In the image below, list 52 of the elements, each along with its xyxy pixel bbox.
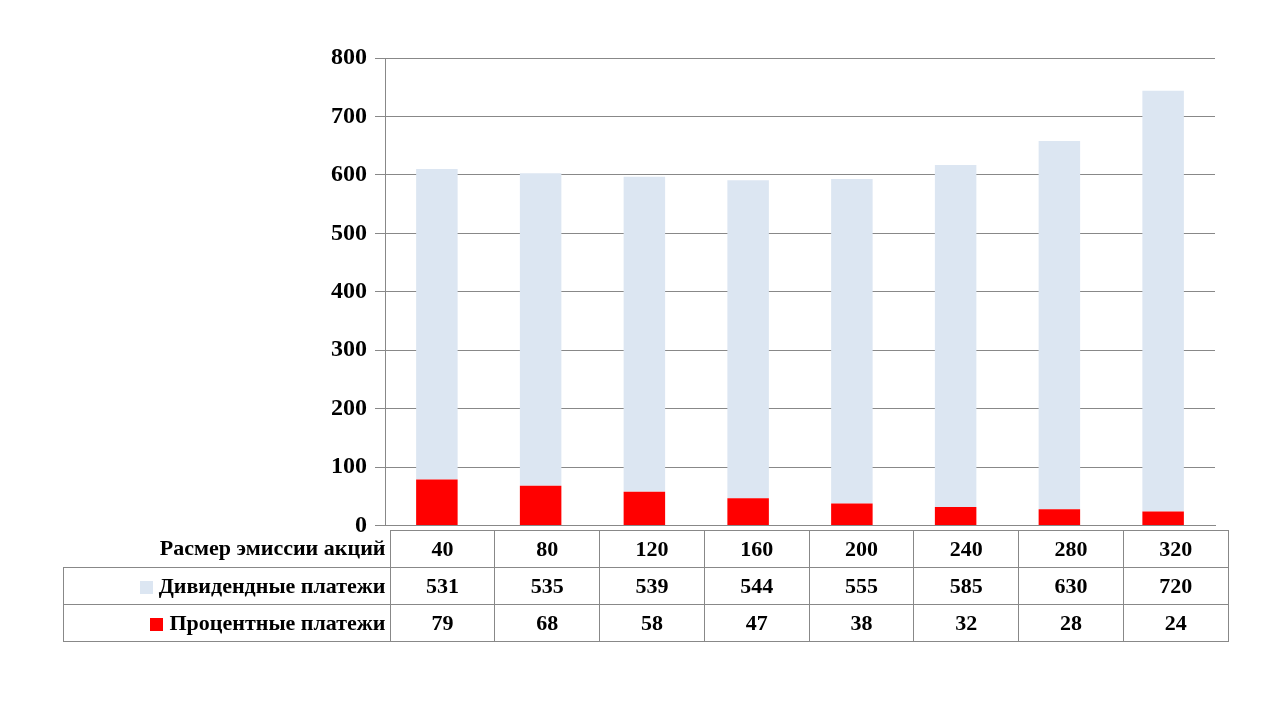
data-label: 531 bbox=[390, 567, 495, 605]
data-label: 58 bbox=[599, 604, 705, 642]
bar bbox=[934, 506, 977, 526]
data-label: 68 bbox=[494, 604, 600, 642]
data-label: 32 bbox=[913, 604, 1019, 642]
x-tick-label: 40 bbox=[390, 530, 495, 568]
data-label: 47 bbox=[704, 604, 809, 642]
bar bbox=[623, 491, 666, 526]
y-tick-label: 400 bbox=[331, 277, 367, 303]
data-label: 38 bbox=[809, 604, 914, 642]
data-label: 630 bbox=[1018, 567, 1124, 605]
y-tick-label: 0 bbox=[355, 510, 367, 537]
bar bbox=[727, 498, 769, 526]
x-tick-label: 280 bbox=[1018, 530, 1124, 568]
data-label: 720 bbox=[1123, 567, 1228, 605]
x-tick-label: 120 bbox=[599, 530, 705, 568]
bar bbox=[831, 178, 873, 504]
data-label: 544 bbox=[704, 567, 809, 605]
x-tick-label: 200 bbox=[809, 530, 914, 568]
y-tick-label: 200 bbox=[331, 393, 367, 420]
bar bbox=[727, 180, 769, 499]
x-axis-title: Расмер эмиссии акций bbox=[158, 534, 387, 563]
legend-label: Процентные платежи bbox=[63, 604, 390, 642]
data-label: 555 bbox=[809, 567, 914, 605]
y-tick-label: 500 bbox=[331, 218, 367, 245]
bar bbox=[831, 503, 873, 526]
y-tick-label: 300 bbox=[331, 335, 367, 362]
bar bbox=[416, 169, 458, 480]
data-label: 539 bbox=[599, 567, 705, 605]
data-label: 585 bbox=[913, 567, 1019, 605]
bar bbox=[416, 479, 458, 526]
legend-label: Дивидендные платежи bbox=[63, 567, 390, 605]
bar bbox=[623, 176, 666, 492]
bar bbox=[519, 173, 562, 486]
x-tick-label: 320 bbox=[1123, 530, 1228, 568]
x-tick-label: 240 bbox=[913, 530, 1019, 568]
data-label: 79 bbox=[390, 604, 495, 642]
bar bbox=[1142, 511, 1184, 526]
x-tick-label: 80 bbox=[494, 530, 600, 568]
y-tick-label: 600 bbox=[331, 160, 367, 187]
bar bbox=[1038, 509, 1081, 526]
y-tick-label: 800 bbox=[331, 43, 367, 70]
bar bbox=[519, 485, 562, 526]
y-tick-label: 100 bbox=[331, 452, 367, 479]
data-label: 24 bbox=[1123, 604, 1228, 642]
bar bbox=[934, 164, 977, 507]
bar bbox=[1142, 90, 1184, 512]
bar bbox=[1038, 141, 1081, 510]
data-label: 535 bbox=[494, 567, 600, 605]
x-tick-label: 160 bbox=[704, 530, 809, 568]
data-label: 28 bbox=[1018, 604, 1124, 642]
y-tick-label: 700 bbox=[331, 101, 367, 128]
